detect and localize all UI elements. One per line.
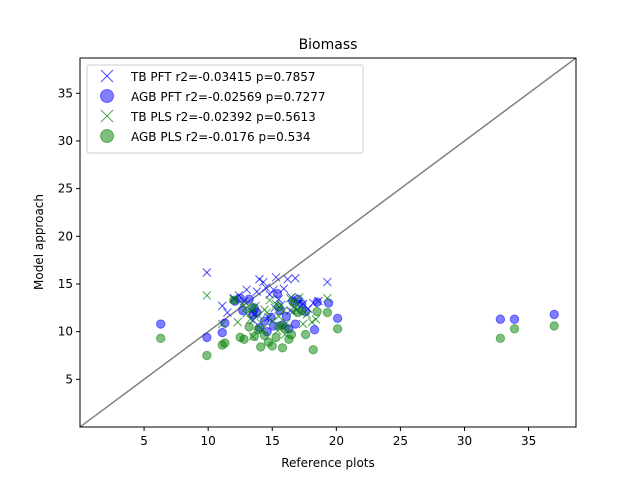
legend: TB PFT r2=-0.03415 p=0.7857 AGB PFT r2=-0… <box>86 64 364 154</box>
circle-point <box>247 303 257 313</box>
circle-point <box>549 321 559 331</box>
circle-point <box>156 333 166 344</box>
x-tick-label: 20 <box>329 434 344 448</box>
x-tick-label: 15 <box>265 434 280 448</box>
circle-point <box>239 334 249 344</box>
x-tick-label: 30 <box>457 434 472 448</box>
y-tick-label: 25 <box>58 182 73 196</box>
legend-label: AGB PFT r2=-0.02569 p=0.7277 <box>131 90 325 104</box>
circle-point <box>220 338 230 348</box>
x-point <box>202 291 212 300</box>
x-point <box>217 301 227 311</box>
legend-label: TB PLS r2=-0.02392 p=0.5613 <box>130 110 316 124</box>
y-tick-label: 20 <box>58 229 73 243</box>
legend-marker-1 <box>100 89 114 103</box>
circle-point <box>275 321 285 331</box>
circle-point <box>271 332 281 343</box>
x-point <box>283 274 292 284</box>
legend-label: AGB PLS r2=-0.0176 p=0.534 <box>131 130 310 144</box>
y-tick-label: 5 <box>65 372 73 386</box>
x-point <box>262 308 272 317</box>
plot-frame <box>79 57 577 428</box>
circle-point <box>509 314 520 324</box>
x-tick-label: 5 <box>140 434 148 448</box>
circle-point <box>272 288 283 299</box>
circle-point <box>290 319 301 329</box>
circle-point <box>308 345 318 355</box>
x-point <box>233 317 242 327</box>
x-point <box>271 272 281 282</box>
x-axis: 5 10 15 20 25 30 35 <box>140 427 536 448</box>
y-tick-label: 15 <box>58 277 73 291</box>
y-tick-label: 30 <box>58 134 73 148</box>
x-point <box>267 316 277 326</box>
x-point <box>242 285 251 295</box>
x-axis-label: Reference plots <box>281 456 375 470</box>
circle-point <box>300 329 311 340</box>
circle-point <box>312 297 322 307</box>
circle-point <box>286 329 297 340</box>
circle-point <box>273 302 284 312</box>
x-point <box>217 319 227 329</box>
circle-point <box>156 319 166 329</box>
x-point <box>307 317 317 327</box>
circle-point <box>332 313 343 324</box>
legend-marker-2 <box>100 109 114 123</box>
x-tick-label: 10 <box>201 434 216 448</box>
circle-point <box>267 341 277 351</box>
x-point <box>223 308 232 317</box>
circle-point <box>202 350 212 361</box>
circle-point <box>312 306 322 317</box>
circle-point <box>297 305 307 316</box>
circle-point <box>253 325 263 335</box>
circle-point <box>509 324 520 334</box>
x-tick-label: 35 <box>521 434 536 448</box>
circle-point <box>277 343 288 353</box>
circle-point <box>309 325 320 335</box>
x-point <box>202 268 212 277</box>
circle-point <box>549 309 559 320</box>
legend-label: TB PFT r2=-0.03415 p=0.7857 <box>130 70 316 84</box>
x-tick-label: 25 <box>393 434 408 448</box>
circle-point <box>281 311 292 322</box>
x-point <box>265 295 275 305</box>
x-point <box>290 273 300 283</box>
x-point <box>252 287 262 296</box>
series-3 <box>156 295 559 361</box>
y-axis: 5 10 15 20 25 30 35 <box>58 86 80 386</box>
x-point <box>298 319 308 329</box>
circle-point <box>322 307 333 318</box>
circle-point <box>266 312 276 323</box>
x-point <box>323 293 332 303</box>
circle-point <box>332 324 343 334</box>
circle-point <box>256 342 266 352</box>
x-point <box>255 274 264 284</box>
circle-point <box>495 314 506 324</box>
x-point <box>261 283 271 293</box>
y-tick-label: 35 <box>58 86 73 100</box>
y-axis-label: Model approach <box>32 194 46 290</box>
x-point <box>238 299 248 309</box>
legend-marker-0 <box>100 69 114 83</box>
circle-point <box>289 298 299 308</box>
x-point <box>246 314 255 324</box>
circle-point <box>229 295 239 305</box>
legend-marker-3 <box>100 129 114 143</box>
chart-title: Biomass <box>299 37 358 53</box>
circle-point <box>323 298 334 308</box>
x-point <box>311 314 321 324</box>
circle-point <box>495 333 506 344</box>
circle-point <box>244 322 254 332</box>
circle-point <box>244 294 254 304</box>
one-to-one-line <box>80 58 576 427</box>
circle-point <box>202 332 212 343</box>
x-point <box>323 277 332 287</box>
circle-point <box>217 327 227 338</box>
legend-box <box>86 64 364 154</box>
y-tick-label: 10 <box>58 325 73 339</box>
x-point <box>258 277 268 287</box>
